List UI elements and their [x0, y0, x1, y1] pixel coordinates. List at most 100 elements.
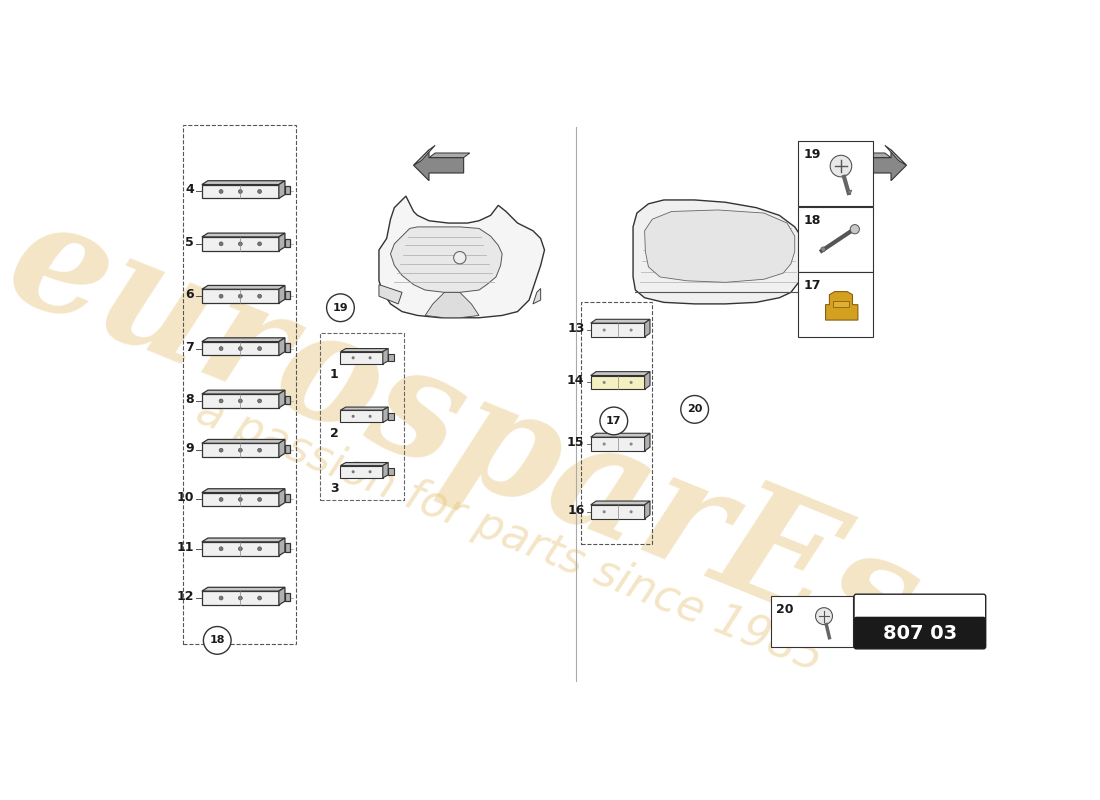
Text: 18: 18	[803, 214, 821, 227]
Polygon shape	[645, 210, 794, 282]
Circle shape	[219, 498, 223, 502]
Polygon shape	[884, 146, 906, 166]
Polygon shape	[388, 468, 395, 475]
Text: 11: 11	[177, 541, 195, 554]
Circle shape	[219, 596, 223, 600]
Polygon shape	[591, 505, 645, 518]
Polygon shape	[202, 394, 279, 408]
Polygon shape	[850, 153, 891, 158]
Text: 15: 15	[566, 436, 584, 449]
Polygon shape	[388, 354, 395, 362]
Polygon shape	[341, 410, 383, 422]
Circle shape	[257, 242, 262, 246]
Polygon shape	[202, 237, 279, 250]
FancyBboxPatch shape	[798, 142, 872, 206]
Circle shape	[830, 155, 851, 177]
Polygon shape	[285, 291, 290, 299]
FancyBboxPatch shape	[771, 596, 854, 647]
Circle shape	[629, 442, 632, 446]
Polygon shape	[279, 439, 285, 457]
Polygon shape	[285, 343, 290, 351]
Text: 6: 6	[186, 288, 195, 301]
Circle shape	[219, 547, 223, 550]
Text: 13: 13	[568, 322, 584, 335]
Polygon shape	[856, 150, 906, 181]
Text: 17: 17	[606, 416, 621, 426]
Text: a passion for parts since 1985: a passion for parts since 1985	[190, 389, 829, 681]
Polygon shape	[645, 319, 650, 337]
Circle shape	[453, 251, 466, 264]
Circle shape	[850, 225, 859, 234]
Circle shape	[219, 346, 223, 350]
Text: 5: 5	[186, 236, 195, 249]
Text: 19: 19	[332, 302, 349, 313]
Polygon shape	[591, 319, 650, 323]
Polygon shape	[285, 396, 290, 404]
Polygon shape	[341, 462, 388, 466]
Circle shape	[603, 381, 606, 384]
Polygon shape	[279, 538, 285, 556]
Polygon shape	[534, 289, 541, 304]
Circle shape	[600, 407, 628, 435]
FancyBboxPatch shape	[854, 617, 986, 649]
Polygon shape	[634, 200, 804, 304]
Polygon shape	[847, 190, 851, 194]
Polygon shape	[202, 542, 279, 556]
Polygon shape	[202, 290, 279, 303]
Circle shape	[257, 346, 262, 350]
Circle shape	[219, 190, 223, 194]
Circle shape	[603, 442, 606, 446]
Text: 4: 4	[186, 183, 195, 197]
Polygon shape	[279, 233, 285, 250]
Circle shape	[239, 448, 242, 452]
Circle shape	[239, 190, 242, 194]
Text: 19: 19	[803, 148, 821, 162]
Circle shape	[257, 399, 262, 403]
Circle shape	[219, 399, 223, 403]
Polygon shape	[591, 323, 645, 337]
Text: 807 03: 807 03	[883, 623, 957, 642]
Polygon shape	[825, 291, 858, 320]
Polygon shape	[383, 407, 388, 422]
Text: 10: 10	[177, 491, 195, 505]
Circle shape	[257, 294, 262, 298]
Polygon shape	[341, 466, 383, 478]
Bar	[859, 618, 981, 644]
Circle shape	[257, 498, 262, 502]
Polygon shape	[202, 286, 285, 290]
Text: eurosparEs: eurosparEs	[0, 185, 939, 685]
Text: 1: 1	[330, 368, 339, 382]
Polygon shape	[591, 501, 650, 505]
Circle shape	[257, 596, 262, 600]
Text: 9: 9	[186, 442, 195, 455]
Polygon shape	[390, 227, 502, 292]
Circle shape	[257, 190, 262, 194]
Polygon shape	[202, 493, 279, 506]
Polygon shape	[202, 439, 285, 443]
Polygon shape	[202, 443, 279, 457]
Polygon shape	[414, 146, 436, 166]
Circle shape	[239, 399, 242, 403]
Polygon shape	[591, 434, 650, 437]
Polygon shape	[383, 349, 388, 364]
Polygon shape	[591, 375, 645, 390]
Text: 8: 8	[186, 393, 195, 406]
Text: 14: 14	[566, 374, 584, 387]
Circle shape	[629, 510, 632, 514]
Circle shape	[368, 414, 372, 418]
Circle shape	[629, 381, 632, 384]
Polygon shape	[202, 390, 285, 394]
Polygon shape	[285, 494, 290, 502]
Polygon shape	[341, 349, 388, 352]
Circle shape	[239, 596, 242, 600]
Polygon shape	[279, 587, 285, 605]
Circle shape	[204, 626, 231, 654]
Polygon shape	[279, 286, 285, 303]
Circle shape	[368, 356, 372, 359]
Text: 20: 20	[688, 404, 702, 414]
Circle shape	[239, 346, 242, 350]
Polygon shape	[202, 587, 285, 591]
Polygon shape	[202, 338, 285, 342]
Polygon shape	[591, 372, 650, 375]
Circle shape	[327, 294, 354, 322]
